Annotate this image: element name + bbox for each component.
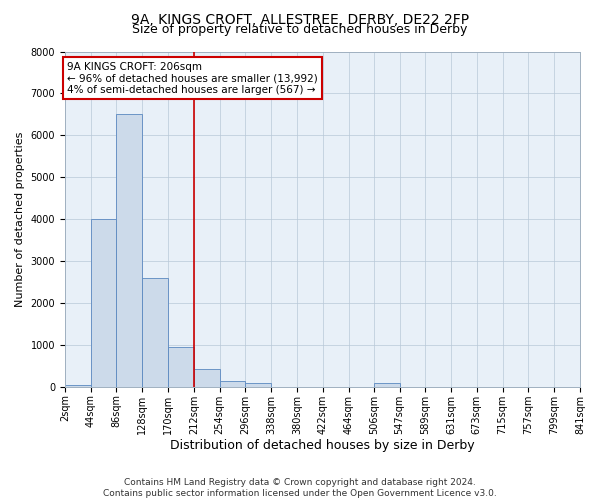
Bar	[194, 369, 220, 387]
Text: Contains HM Land Registry data © Crown copyright and database right 2024.
Contai: Contains HM Land Registry data © Crown c…	[103, 478, 497, 498]
Y-axis label: Number of detached properties: Number of detached properties	[15, 132, 25, 307]
Bar	[91, 219, 116, 387]
Bar	[168, 347, 194, 387]
Bar	[245, 382, 271, 387]
Text: Size of property relative to detached houses in Derby: Size of property relative to detached ho…	[133, 22, 467, 36]
Bar	[142, 278, 168, 387]
Text: 9A, KINGS CROFT, ALLESTREE, DERBY, DE22 2FP: 9A, KINGS CROFT, ALLESTREE, DERBY, DE22 …	[131, 12, 469, 26]
Bar	[65, 384, 91, 387]
X-axis label: Distribution of detached houses by size in Derby: Distribution of detached houses by size …	[170, 440, 475, 452]
Text: 9A KINGS CROFT: 206sqm
← 96% of detached houses are smaller (13,992)
4% of semi-: 9A KINGS CROFT: 206sqm ← 96% of detached…	[67, 62, 318, 95]
Bar	[220, 380, 245, 387]
Bar	[116, 114, 142, 387]
Bar	[374, 382, 400, 387]
